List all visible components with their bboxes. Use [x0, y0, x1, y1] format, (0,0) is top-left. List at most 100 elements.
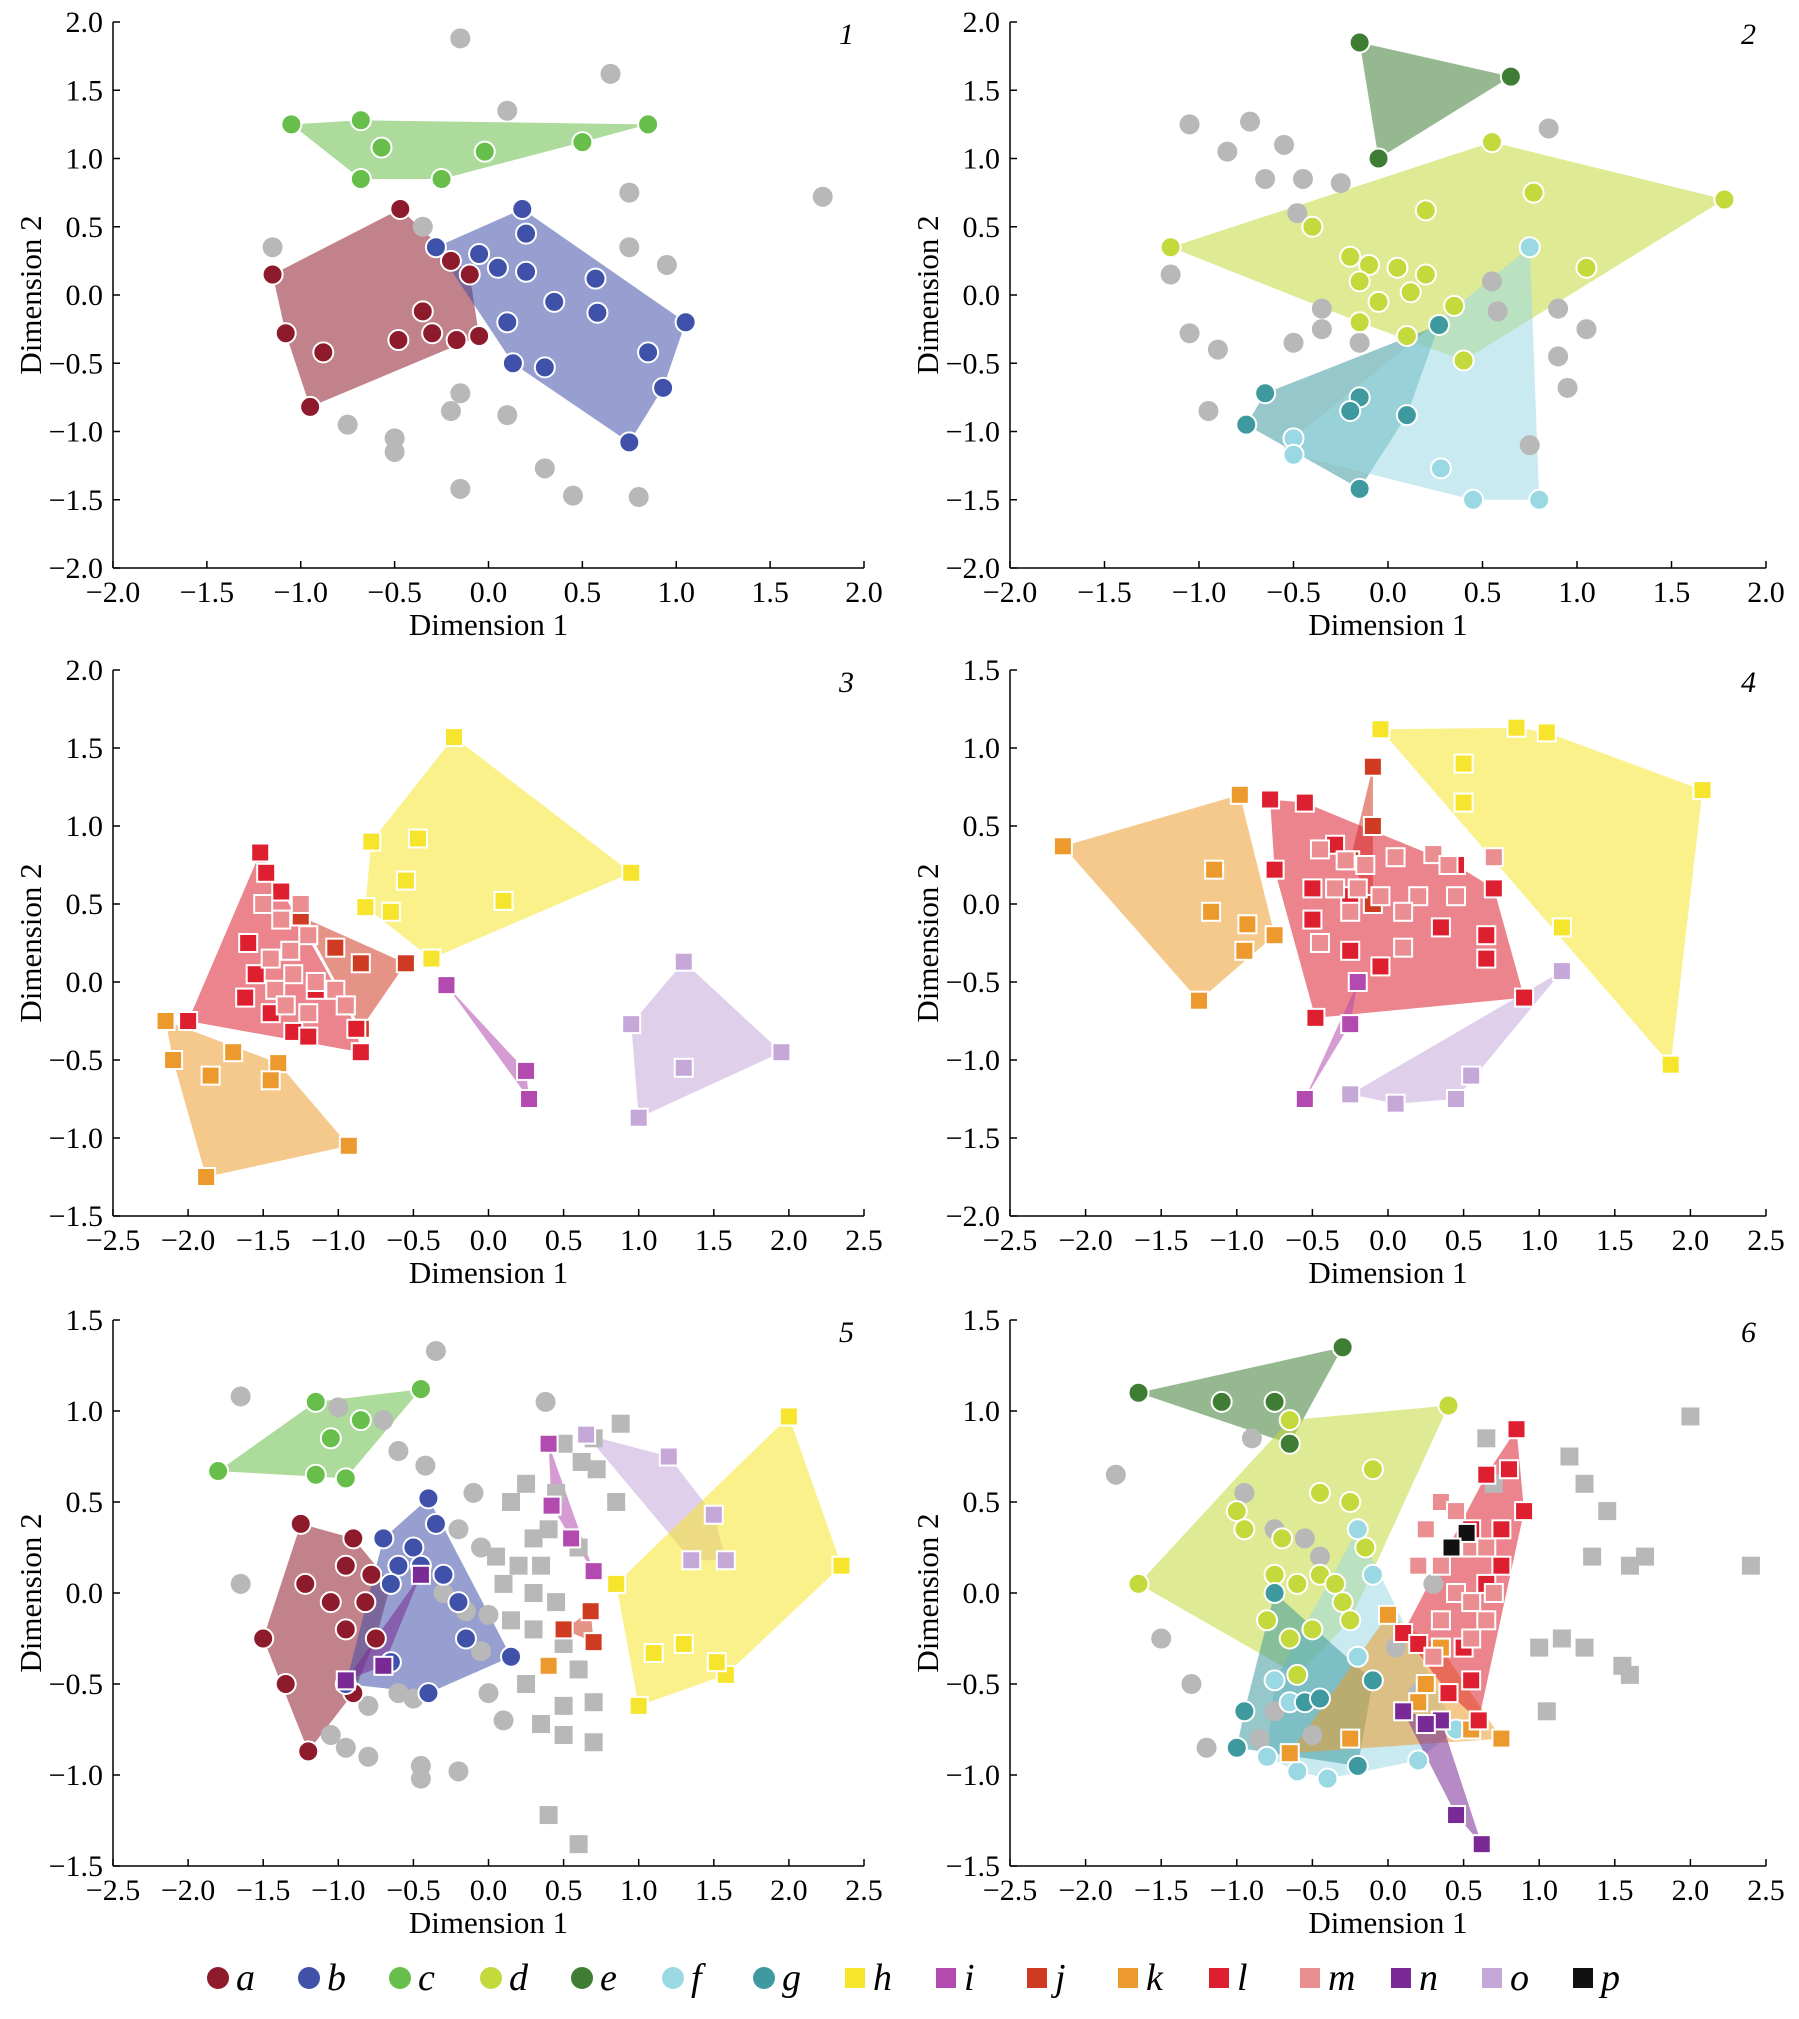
point-c: [304, 1390, 327, 1413]
point-gray: [1636, 1547, 1655, 1566]
point-h: [831, 1555, 852, 1576]
point-d: [1348, 311, 1371, 334]
point-gray: [547, 1593, 566, 1612]
x-tick-label: 2.0: [1747, 576, 1785, 609]
point-gray: [1207, 339, 1228, 360]
point-k: [1229, 784, 1250, 805]
x-tick-label: −0.5: [1266, 576, 1320, 609]
point-gray: [1274, 134, 1295, 155]
point-b: [486, 256, 509, 279]
hull-e: [1359, 42, 1511, 159]
point-gray: [1196, 1737, 1217, 1758]
y-tick-label: 0.0: [963, 279, 1001, 312]
point-m: [1423, 1646, 1444, 1667]
point-m: [1446, 886, 1467, 907]
y-tick-label: 2.0: [66, 654, 104, 687]
x-tick-label: 0.0: [1369, 576, 1407, 609]
point-b: [468, 243, 491, 266]
panel-number: 2: [1741, 18, 1756, 51]
legend-item-j: j: [1027, 1957, 1066, 1999]
point-b: [372, 1527, 395, 1550]
y-tick-label: −1.0: [946, 1759, 1000, 1792]
y-axis-label: Dimension 2: [13, 215, 48, 374]
legend-label-k: k: [1146, 1957, 1164, 1999]
point-a: [312, 341, 335, 364]
point-m: [298, 1003, 319, 1024]
point-h: [628, 1695, 649, 1716]
point-gray: [450, 28, 471, 49]
point-f: [1346, 1518, 1369, 1541]
point-f: [1528, 488, 1551, 511]
point-gray: [470, 1537, 491, 1558]
point-gray: [1620, 1665, 1639, 1684]
point-l: [245, 964, 266, 985]
point-l: [1476, 925, 1497, 946]
point-o: [771, 1042, 792, 1063]
y-tick-label: −1.0: [49, 1122, 103, 1155]
point-gray: [611, 1414, 630, 1433]
point-o: [703, 1504, 724, 1525]
x-tick-label: 0.0: [1369, 1874, 1407, 1907]
x-tick-label: −2.5: [86, 1874, 140, 1907]
point-d: [1324, 1572, 1347, 1595]
point-g: [1308, 1687, 1331, 1710]
y-tick-label: 0.5: [66, 211, 104, 244]
point-gray: [1538, 118, 1559, 139]
point-l: [1468, 1710, 1489, 1731]
point-l: [1340, 940, 1361, 961]
point-b: [432, 1563, 455, 1586]
point-l: [1491, 1555, 1512, 1576]
point-l: [1491, 1519, 1512, 1540]
point-gray: [1681, 1407, 1700, 1426]
legend-item-h: h: [845, 1957, 892, 1999]
point-k: [155, 1011, 176, 1031]
y-tick-label: 1.5: [66, 1304, 104, 1337]
point-d: [1233, 1518, 1256, 1541]
point-k: [200, 1065, 221, 1086]
y-tick-label: −1.0: [946, 1044, 1000, 1077]
point-gray: [1283, 332, 1304, 353]
point-gray: [497, 100, 518, 121]
point-i: [516, 1060, 537, 1081]
legend-label-l: l: [1237, 1957, 1248, 1999]
point-gray: [487, 1547, 506, 1566]
y-tick-label: −0.5: [49, 1668, 103, 1701]
point-h: [1453, 792, 1474, 813]
point-d: [1278, 1409, 1301, 1432]
point-m: [260, 948, 281, 969]
point-b: [618, 431, 641, 454]
point-d: [1256, 1609, 1279, 1632]
x-tick-label: −1.0: [1210, 1224, 1264, 1257]
x-tick-label: −2.0: [1058, 1224, 1112, 1257]
y-tick-label: 0.5: [963, 810, 1001, 843]
x-tick-label: −1.0: [311, 1874, 365, 1907]
y-tick-label: 1.0: [66, 143, 104, 176]
point-a: [252, 1627, 275, 1650]
point-gray: [1530, 1638, 1549, 1657]
point-l: [238, 933, 259, 953]
point-o: [658, 1446, 679, 1467]
point-gray: [388, 1683, 409, 1704]
point-gray: [532, 1715, 551, 1734]
point-f: [1361, 1563, 1384, 1586]
x-tick-label: 2.5: [845, 1224, 883, 1257]
point-gray: [1292, 168, 1313, 189]
point-f: [1256, 1745, 1279, 1768]
point-gray: [440, 401, 461, 422]
point-c: [473, 140, 496, 163]
hull-f: [1293, 247, 1540, 500]
point-c: [370, 136, 393, 159]
point-g: [1225, 1736, 1248, 1759]
point-k: [1264, 925, 1285, 946]
hull-i: [1304, 982, 1358, 1099]
point-k: [1378, 1604, 1398, 1625]
x-tick-label: −0.5: [386, 1874, 440, 1907]
point-gray: [1560, 1447, 1579, 1466]
point-d: [1361, 1458, 1384, 1481]
point-gray: [1537, 1702, 1556, 1721]
point-gray: [410, 1768, 431, 1789]
point-gray: [494, 1574, 513, 1593]
point-a: [297, 1740, 320, 1763]
point-gray: [373, 1410, 394, 1431]
point-g: [1361, 1669, 1384, 1692]
